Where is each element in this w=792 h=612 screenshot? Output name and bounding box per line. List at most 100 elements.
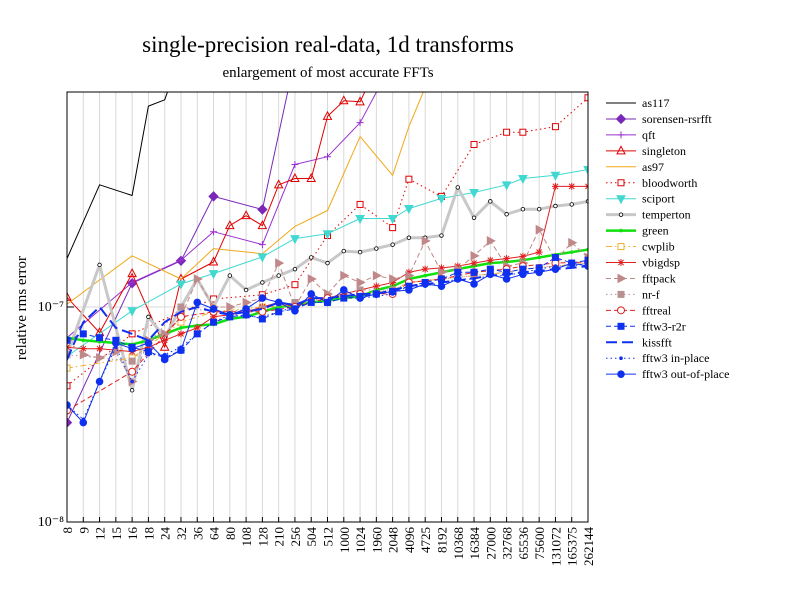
- marker: [551, 123, 559, 131]
- marker: [322, 230, 333, 240]
- marker: [224, 220, 235, 230]
- marker: [389, 279, 397, 287]
- x-tick-label: 1000: [337, 527, 352, 553]
- x-tick-label: 24: [158, 527, 173, 541]
- marker: [242, 297, 252, 308]
- x-tick-label: 1960: [369, 527, 384, 553]
- series-line: [67, 262, 588, 420]
- marker: [128, 344, 136, 353]
- marker: [618, 212, 624, 217]
- marker: [177, 330, 185, 338]
- marker: [67, 364, 71, 372]
- x-tick-label: 10368: [451, 527, 466, 560]
- legend-label: sorensen-rsrfft: [642, 112, 712, 126]
- marker: [96, 345, 104, 353]
- marker: [469, 188, 479, 199]
- marker: [357, 249, 363, 255]
- marker: [520, 207, 526, 212]
- x-tick-label: 262144: [581, 527, 596, 567]
- marker: [453, 275, 462, 283]
- x-tick-label: 75600: [532, 527, 547, 560]
- marker: [537, 255, 541, 260]
- marker: [144, 339, 153, 347]
- marker: [550, 171, 561, 181]
- marker: [307, 294, 315, 302]
- marker: [210, 228, 218, 236]
- marker: [617, 306, 625, 315]
- marker: [341, 248, 346, 254]
- marker: [129, 388, 135, 393]
- legend-label: fftw3 in-place: [642, 351, 709, 365]
- marker: [177, 303, 185, 311]
- marker: [324, 153, 331, 161]
- marker: [454, 268, 462, 276]
- x-tick-label: 32768: [500, 527, 515, 560]
- marker: [568, 182, 576, 190]
- series-line: [67, 265, 588, 360]
- marker: [79, 418, 88, 427]
- legend-label: nr-f: [642, 287, 660, 301]
- marker: [617, 131, 625, 139]
- legend-label: fftpack: [642, 271, 676, 285]
- x-tick-label: 2048: [386, 527, 401, 553]
- marker: [67, 406, 71, 415]
- marker: [387, 215, 398, 225]
- marker: [226, 310, 234, 319]
- marker: [519, 270, 527, 279]
- marker: [388, 287, 397, 296]
- marker: [146, 352, 151, 357]
- marker: [470, 268, 478, 276]
- y-tick-label: 10⁻⁷: [38, 300, 64, 315]
- marker: [96, 353, 106, 363]
- marker: [356, 277, 366, 288]
- legend-label: kissfft: [642, 335, 672, 349]
- marker: [193, 298, 202, 307]
- series-line: [67, 92, 424, 305]
- marker: [260, 315, 265, 319]
- marker: [436, 194, 447, 204]
- series-line: [67, 229, 588, 383]
- x-tick-label: 12: [93, 527, 108, 540]
- y-axis-label: relative rms error: [14, 256, 30, 360]
- marker: [260, 280, 265, 285]
- marker: [455, 185, 460, 190]
- x-tick-label: 36: [190, 527, 205, 541]
- marker: [356, 200, 364, 208]
- marker: [176, 312, 185, 321]
- marker: [67, 336, 71, 344]
- marker: [128, 279, 136, 287]
- marker: [307, 274, 317, 284]
- marker: [226, 302, 236, 312]
- x-tick-label: 256: [288, 527, 303, 547]
- legend-label: fftw3 out-of-place: [642, 367, 729, 381]
- x-tick-label: 165375: [565, 527, 580, 566]
- marker: [291, 307, 299, 315]
- legend-label: bloodworth: [642, 176, 697, 190]
- marker: [389, 224, 397, 232]
- x-tick-label: 504: [304, 527, 319, 547]
- marker: [470, 250, 480, 261]
- marker: [423, 273, 427, 278]
- legend-label: as97: [642, 160, 664, 174]
- marker: [470, 259, 478, 267]
- marker: [404, 205, 414, 215]
- marker: [127, 307, 137, 317]
- x-tick-label: 4096: [402, 527, 417, 554]
- marker: [390, 242, 395, 247]
- marker: [616, 195, 626, 205]
- marker: [569, 250, 574, 254]
- x-tick-label: 64: [207, 527, 222, 541]
- marker: [323, 298, 332, 307]
- marker: [356, 119, 364, 127]
- legend-label: vbigdsp: [642, 256, 680, 270]
- marker: [290, 172, 300, 182]
- marker: [471, 215, 477, 220]
- marker: [437, 282, 446, 290]
- marker: [551, 265, 560, 273]
- marker: [567, 259, 576, 267]
- marker: [519, 252, 527, 260]
- marker: [67, 401, 71, 409]
- marker: [257, 204, 268, 215]
- chart-subtitle: enlargement of most accurate FFTs: [222, 65, 433, 81]
